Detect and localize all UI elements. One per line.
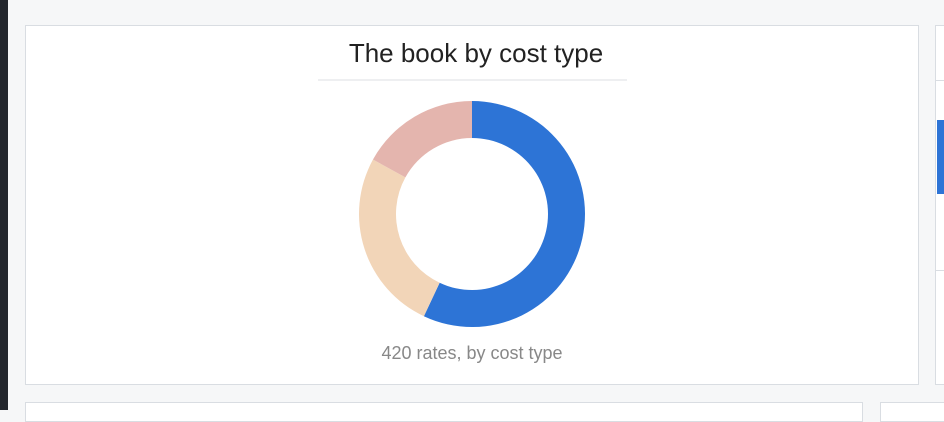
chart-title: The book by cost type bbox=[349, 38, 603, 68]
donut-slice bbox=[423, 101, 585, 327]
donut-slice bbox=[359, 159, 440, 317]
side-indicator bbox=[937, 120, 944, 194]
donut-slice bbox=[372, 101, 472, 178]
side-divider bbox=[936, 80, 944, 81]
side-panel bbox=[935, 25, 944, 385]
sidebar-edge bbox=[0, 0, 8, 410]
side-divider bbox=[936, 270, 944, 271]
chart-caption: 420 rates, by cost type bbox=[381, 343, 562, 363]
chart: The book by cost type 420 rates, by cost… bbox=[318, 38, 627, 363]
